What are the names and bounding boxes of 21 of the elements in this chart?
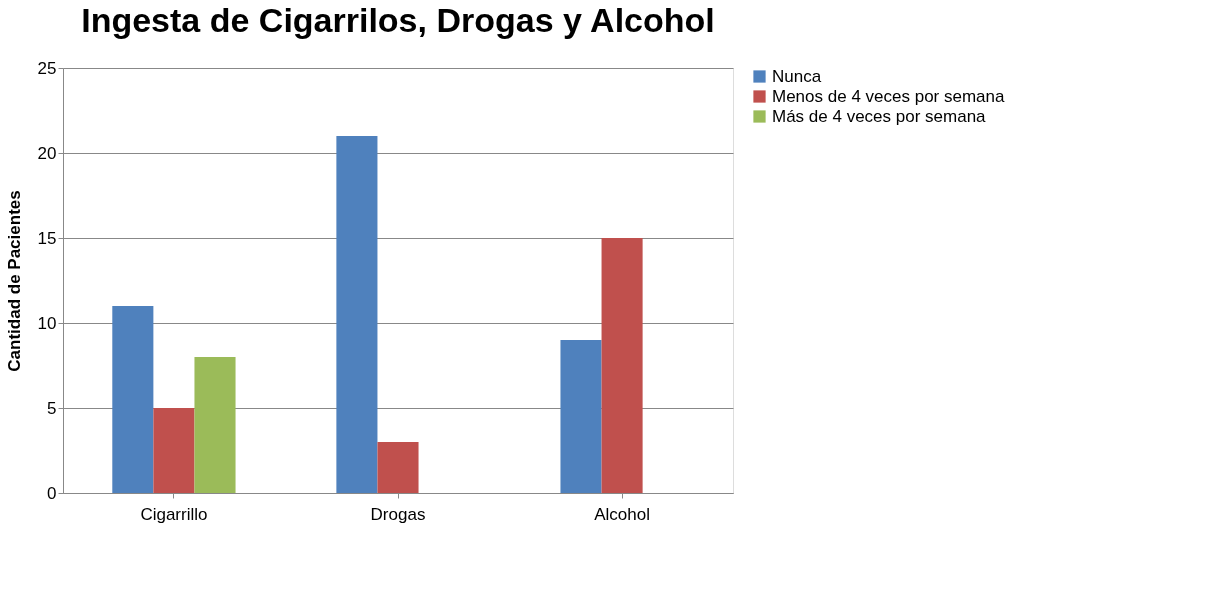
bar bbox=[601, 238, 643, 493]
y-tick-label: 15 bbox=[37, 228, 57, 248]
bar bbox=[560, 340, 602, 493]
legend-label: Más de 4 veces por semana bbox=[772, 106, 987, 126]
bar bbox=[112, 306, 154, 493]
x-tick-label: Drogas bbox=[370, 504, 426, 524]
legend-label: Nunca bbox=[772, 66, 822, 86]
y-tick-label: 10 bbox=[37, 313, 57, 333]
bar bbox=[194, 357, 236, 493]
x-tick-label: Cigarrillo bbox=[140, 504, 208, 524]
x-tick-label: Alcohol bbox=[594, 504, 650, 524]
y-tick-label: 5 bbox=[47, 398, 57, 418]
y-tick-label: 20 bbox=[37, 143, 57, 163]
bar bbox=[336, 136, 378, 493]
y-axis-title: Cantidad de Pacientes bbox=[4, 190, 24, 372]
bar bbox=[377, 442, 419, 493]
bar bbox=[153, 408, 195, 493]
y-tick-label: 0 bbox=[47, 483, 57, 503]
legend-label: Menos de 4 veces por semana bbox=[772, 86, 1006, 106]
chart-title: Ingesta de Cigarrilos, Drogas y Alcohol bbox=[81, 1, 715, 39]
y-tick-label: 25 bbox=[37, 58, 57, 78]
